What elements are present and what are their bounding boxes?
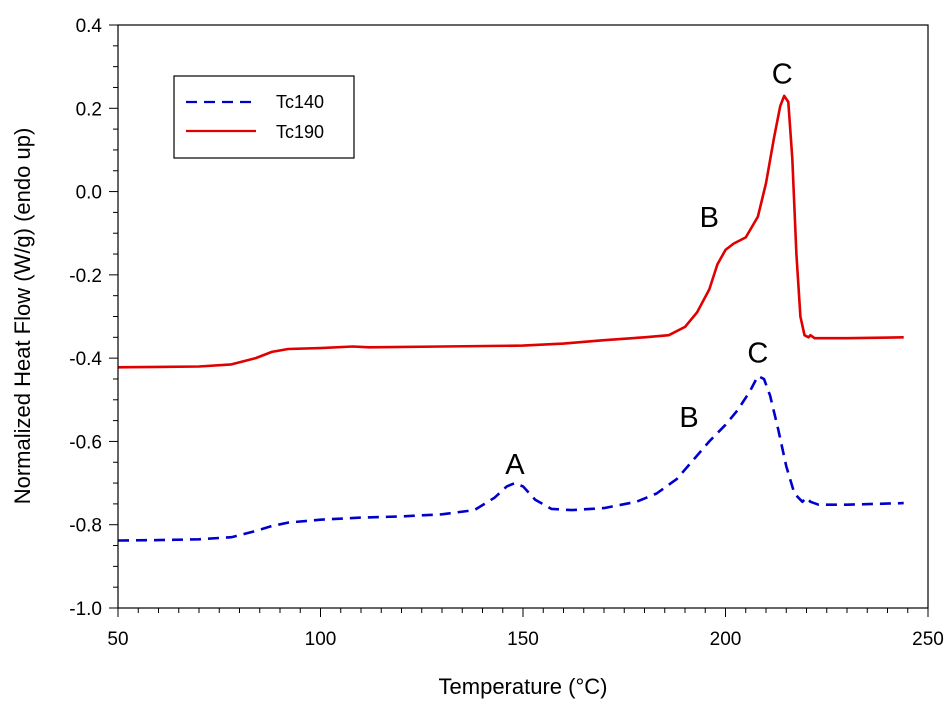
axis-ticks: 50 100 150 200 250 -1.0 -0.8 -0.6 -0.4 -0.2 0.0 0.2… xyxy=(69,16,944,650)
peak-label-b: B xyxy=(700,202,719,234)
x-tick-label: 150 xyxy=(507,629,539,650)
series-line-tc190 xyxy=(117,94,904,369)
plot-frame xyxy=(117,24,929,609)
legend: Tc140 Tc190 xyxy=(173,75,355,159)
x-tick-label: 50 xyxy=(107,629,128,650)
series-line-tc140 xyxy=(117,374,904,542)
y-axis-title: Normalized Heat Flow (W/g) (endo up) xyxy=(10,128,35,505)
peak-label-b: B xyxy=(679,402,698,434)
x-tick-label: 250 xyxy=(912,629,944,650)
series-lines xyxy=(117,94,904,542)
peak-label-c: C xyxy=(772,58,793,90)
peak-label-a: A xyxy=(505,449,525,481)
legend-label-tc190: Tc190 xyxy=(276,122,324,142)
y-tick-label: -0.8 xyxy=(69,516,102,537)
x-axis-title: Temperature (°C) xyxy=(439,674,608,699)
y-tick-label: 0.4 xyxy=(76,16,103,37)
peak-label-c: C xyxy=(747,337,768,369)
y-tick-label: -0.6 xyxy=(69,432,102,453)
y-tick-label: -0.4 xyxy=(69,349,102,370)
x-tick-label: 100 xyxy=(305,629,337,650)
x-tick-label: 200 xyxy=(710,629,742,650)
y-tick-label: -1.0 xyxy=(69,599,102,620)
y-tick-label: 0.0 xyxy=(76,183,102,204)
y-tick-label: -0.2 xyxy=(69,266,102,287)
legend-label-tc140: Tc140 xyxy=(276,92,324,112)
legend-box xyxy=(173,75,355,159)
peak-annotations: A B C B C xyxy=(505,58,792,481)
y-tick-label: 0.2 xyxy=(76,99,102,120)
